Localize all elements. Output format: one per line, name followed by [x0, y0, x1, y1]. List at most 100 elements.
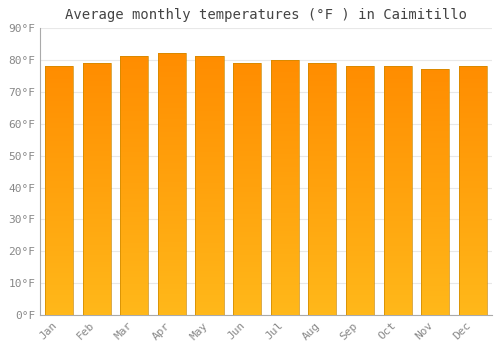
- Bar: [158, 250, 186, 252]
- Bar: [158, 218, 186, 221]
- Bar: [421, 232, 450, 234]
- Bar: [270, 62, 299, 65]
- Bar: [45, 201, 73, 203]
- Bar: [158, 294, 186, 297]
- Bar: [158, 292, 186, 294]
- Bar: [384, 146, 411, 148]
- Bar: [120, 232, 148, 235]
- Bar: [270, 75, 299, 78]
- Bar: [233, 63, 261, 315]
- Bar: [233, 285, 261, 288]
- Bar: [308, 68, 336, 70]
- Bar: [384, 306, 411, 308]
- Bar: [158, 142, 186, 145]
- Bar: [458, 113, 487, 116]
- Bar: [270, 208, 299, 211]
- Bar: [384, 186, 411, 188]
- Bar: [346, 93, 374, 96]
- Bar: [82, 189, 110, 192]
- Bar: [458, 89, 487, 91]
- Bar: [233, 298, 261, 300]
- Bar: [45, 138, 73, 141]
- Bar: [196, 235, 224, 238]
- Bar: [45, 98, 73, 101]
- Bar: [196, 145, 224, 147]
- Bar: [270, 177, 299, 180]
- Bar: [308, 232, 336, 234]
- Bar: [270, 241, 299, 244]
- Bar: [120, 100, 148, 103]
- Bar: [45, 76, 73, 78]
- Bar: [82, 245, 110, 247]
- Bar: [82, 63, 110, 315]
- Bar: [384, 104, 411, 106]
- Bar: [270, 313, 299, 315]
- Bar: [82, 194, 110, 197]
- Bar: [270, 285, 299, 287]
- Bar: [45, 108, 73, 111]
- Bar: [270, 141, 299, 144]
- Bar: [82, 85, 110, 88]
- Bar: [233, 154, 261, 156]
- Bar: [82, 106, 110, 108]
- Bar: [45, 216, 73, 218]
- Bar: [158, 192, 186, 195]
- Bar: [233, 197, 261, 199]
- Bar: [270, 96, 299, 98]
- Bar: [196, 308, 224, 310]
- Bar: [458, 211, 487, 213]
- Bar: [45, 144, 73, 146]
- Bar: [233, 207, 261, 209]
- Bar: [384, 66, 411, 315]
- Bar: [45, 131, 73, 133]
- Bar: [120, 132, 148, 134]
- Bar: [120, 124, 148, 126]
- Bar: [421, 306, 450, 308]
- Bar: [458, 171, 487, 173]
- Bar: [458, 308, 487, 310]
- Bar: [308, 184, 336, 187]
- Bar: [120, 238, 148, 240]
- Bar: [308, 121, 336, 124]
- Bar: [421, 165, 450, 168]
- Bar: [158, 66, 186, 69]
- Bar: [384, 208, 411, 211]
- Bar: [384, 303, 411, 306]
- Bar: [233, 212, 261, 215]
- Bar: [45, 218, 73, 220]
- Bar: [233, 219, 261, 222]
- Bar: [458, 258, 487, 260]
- Bar: [421, 136, 450, 138]
- Bar: [196, 116, 224, 119]
- Bar: [346, 181, 374, 183]
- Bar: [82, 159, 110, 161]
- Bar: [233, 288, 261, 290]
- Bar: [384, 116, 411, 118]
- Bar: [308, 293, 336, 295]
- Bar: [196, 85, 224, 88]
- Bar: [458, 84, 487, 86]
- Bar: [384, 176, 411, 178]
- Bar: [346, 156, 374, 158]
- Bar: [45, 183, 73, 186]
- Bar: [421, 229, 450, 232]
- Bar: [45, 84, 73, 86]
- Bar: [458, 203, 487, 206]
- Bar: [120, 308, 148, 310]
- Bar: [158, 169, 186, 171]
- Bar: [384, 69, 411, 71]
- Bar: [270, 147, 299, 149]
- Bar: [45, 253, 73, 255]
- Bar: [196, 243, 224, 245]
- Bar: [158, 182, 186, 184]
- Bar: [158, 140, 186, 142]
- Bar: [45, 151, 73, 153]
- Bar: [120, 266, 148, 269]
- Bar: [196, 126, 224, 129]
- Bar: [196, 245, 224, 248]
- Bar: [82, 113, 110, 116]
- Bar: [158, 88, 186, 90]
- Bar: [196, 165, 224, 168]
- Bar: [120, 287, 148, 289]
- Bar: [120, 228, 148, 230]
